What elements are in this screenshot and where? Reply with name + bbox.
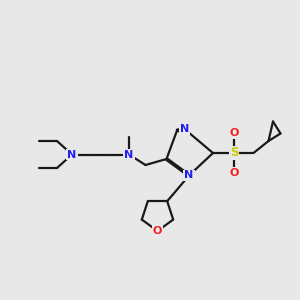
Text: N: N xyxy=(180,124,189,134)
Text: N: N xyxy=(68,149,76,160)
Text: S: S xyxy=(230,146,238,160)
Text: N: N xyxy=(124,149,134,160)
Text: O: O xyxy=(153,226,162,236)
Text: N: N xyxy=(184,170,194,181)
Text: O: O xyxy=(229,167,239,178)
Text: O: O xyxy=(229,128,239,139)
